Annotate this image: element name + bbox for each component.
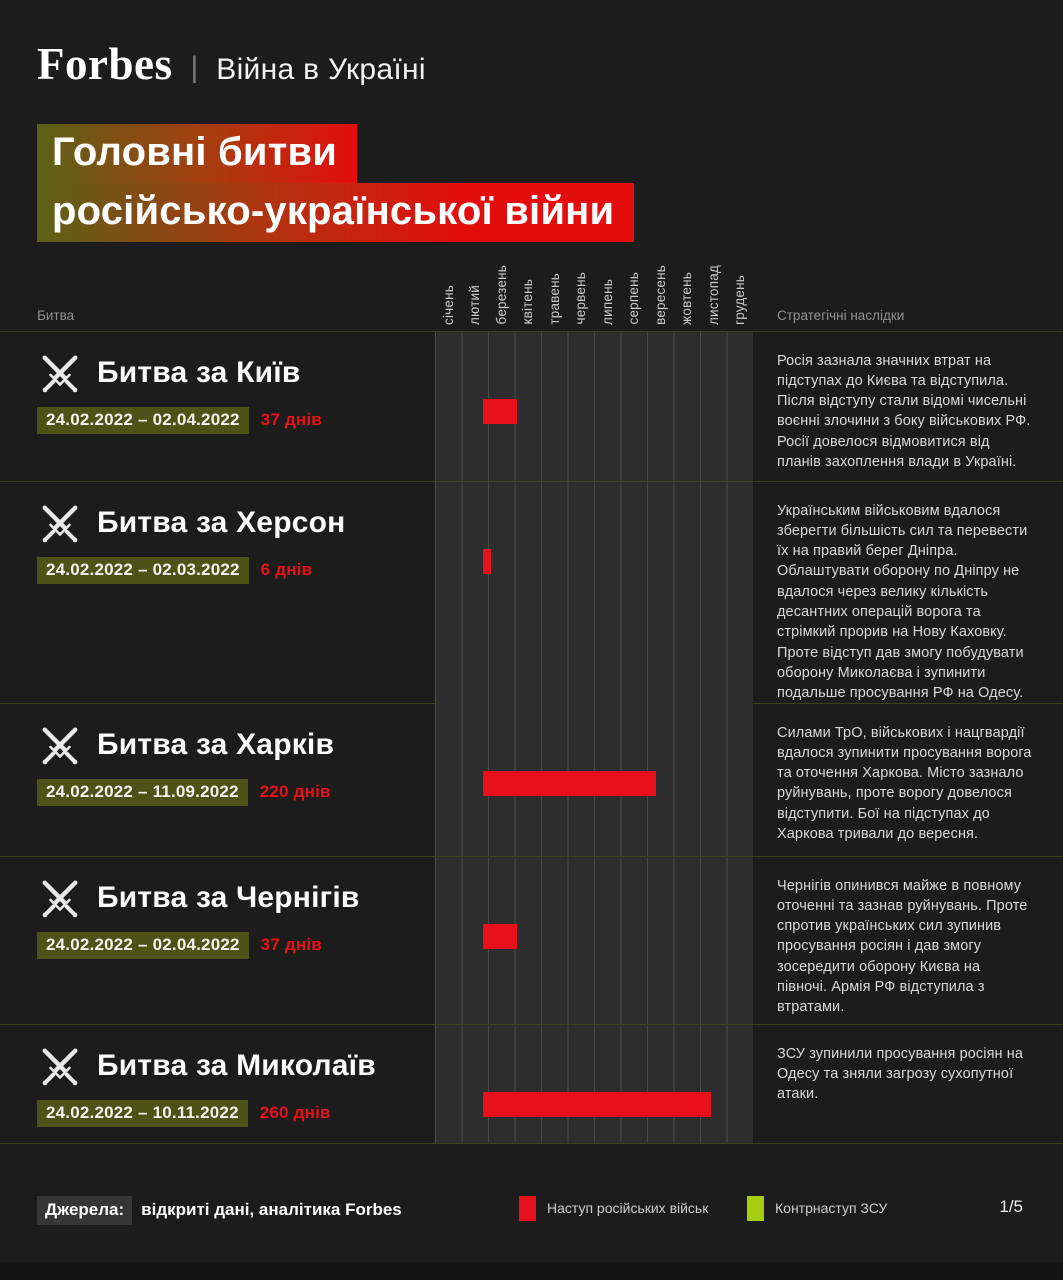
- section-title: Війна в Україні: [216, 53, 426, 86]
- month-label: жовтень: [679, 271, 695, 325]
- battle-info: Битва за Миколаїв 24.02.2022 – 10.11.202…: [0, 1025, 435, 1143]
- brand-divider: |: [190, 51, 199, 84]
- offensive-bar: [483, 923, 518, 949]
- table-row: Битва за Харків 24.02.2022 – 11.09.2022 …: [0, 703, 1063, 857]
- table-row: Битва за Миколаїв 24.02.2022 – 10.11.202…: [0, 1024, 1063, 1144]
- timeline-cell: [435, 703, 753, 856]
- timeline-cell: [435, 481, 753, 704]
- battle-dates-badge: 24.02.2022 – 10.11.2022: [37, 1099, 248, 1127]
- page-title-line-1: Головні битви: [37, 124, 358, 183]
- battle-info: Битва за Київ 24.02.2022 – 02.04.2022 37…: [0, 332, 435, 481]
- battle-duration: 260 днів: [259, 1103, 331, 1123]
- month-label: вересень: [652, 264, 668, 325]
- brand-row: Forbes | Війна в Україні: [37, 38, 1026, 90]
- consequence-text: Чернігів опинився майже в повному оточен…: [777, 877, 1028, 1016]
- battle-dates-badge: 24.02.2022 – 02.04.2022: [37, 406, 249, 434]
- battle-info: Битва за Харків 24.02.2022 – 11.09.2022 …: [0, 704, 435, 856]
- legend-item-russian-offensive: Наступ російських військ: [519, 1195, 709, 1221]
- battle-name: Битва за Київ: [97, 355, 301, 389]
- red-legend-swatch: [519, 1195, 536, 1221]
- sources: Джерела: відкриті дані, аналітика Forbes: [37, 1195, 402, 1225]
- battle-column-header: Битва: [37, 307, 75, 323]
- battle-dates-badge: 24.02.2022 – 11.09.2022: [37, 778, 248, 806]
- offensive-bar: [483, 548, 491, 574]
- offensive-bar: [483, 398, 518, 424]
- legend-label: Наступ російських військ: [547, 1200, 709, 1217]
- page-title-line-2: російсько-української війни: [37, 182, 635, 242]
- month-label: березень: [493, 265, 509, 325]
- consequence-text: ЗСУ зупинили просування росіян на Одесу …: [777, 1045, 1024, 1103]
- crossed-swords-icon: [42, 727, 78, 764]
- crossed-swords-icon: [42, 505, 78, 542]
- bottom-strip: [0, 1262, 1063, 1280]
- battle-duration: 6 днів: [260, 560, 313, 580]
- timeline-cell: [435, 331, 753, 481]
- header: Forbes | Війна в Україні Головні битви р…: [0, 0, 1063, 242]
- battle-info: Битва за Чернігів 24.02.2022 – 02.04.202…: [0, 857, 435, 1024]
- month-label: червень: [573, 272, 589, 325]
- battle-name: Битва за Харків: [97, 727, 335, 761]
- legend-item-ukrainian-counteroffensive: Контрнаступ ЗСУ: [747, 1195, 888, 1221]
- month-label: липень: [599, 278, 615, 325]
- table-header-row: Битва січень лютий березень квітень трав…: [0, 242, 1063, 332]
- battle-duration: 220 днів: [259, 782, 331, 802]
- forbes-logo: Forbes: [37, 39, 173, 89]
- month-label: листопад: [705, 264, 721, 325]
- timeline-cell: [435, 856, 753, 1024]
- consequence-text: Українським військовим вдалося зберегти …: [777, 502, 1028, 702]
- consequence-text: Силами ТрО, військових і нацгвардії вдал…: [777, 724, 1032, 843]
- legend-label: Контрнаступ ЗСУ: [775, 1200, 888, 1217]
- month-label: січень: [440, 284, 456, 325]
- consequence-text: Росія зазнала значних втрат на підступах…: [777, 352, 1031, 471]
- offensive-bar: [483, 770, 657, 796]
- month-label: лютий: [467, 284, 483, 325]
- battle-dates-badge: 24.02.2022 – 02.04.2022: [37, 931, 249, 959]
- sources-label: Джерела:: [37, 1195, 133, 1225]
- battle-name: Битва за Миколаїв: [97, 1048, 376, 1082]
- battle-name: Битва за Чернігів: [97, 880, 360, 914]
- month-label: травень: [546, 272, 562, 325]
- consequences-column-header: Стратегічні наслідки: [777, 307, 905, 323]
- green-legend-swatch: [747, 1195, 764, 1221]
- crossed-swords-icon: [42, 1048, 78, 1085]
- battle-duration: 37 днів: [260, 935, 322, 955]
- crossed-swords-icon: [42, 880, 78, 917]
- page-title: Головні битви російсько-української війн…: [37, 124, 1026, 242]
- table-row: Битва за Київ 24.02.2022 – 02.04.2022 37…: [0, 331, 1063, 482]
- battle-info: Битва за Херсон 24.02.2022 – 02.03.2022 …: [0, 482, 435, 704]
- sources-text: відкриті дані, аналітика Forbes: [141, 1200, 402, 1220]
- offensive-bar: [483, 1091, 712, 1117]
- month-label: грудень: [732, 274, 748, 325]
- month-axis: січень лютий березень квітень травень че…: [435, 242, 753, 331]
- table-row: Битва за Херсон 24.02.2022 – 02.03.2022 …: [0, 481, 1063, 704]
- page-indicator: 1/5: [999, 1196, 1023, 1216]
- battle-duration: 37 днів: [260, 410, 322, 430]
- crossed-swords-icon: [42, 355, 78, 392]
- footer: Джерела: відкриті дані, аналітика Forbes…: [0, 1144, 1063, 1244]
- month-label: серпень: [626, 272, 642, 325]
- battle-dates-badge: 24.02.2022 – 02.03.2022: [37, 556, 249, 584]
- table-row: Битва за Чернігів 24.02.2022 – 02.04.202…: [0, 856, 1063, 1025]
- month-label: квітень: [520, 279, 536, 325]
- timeline-cell: [435, 1024, 753, 1143]
- battle-name: Битва за Херсон: [97, 505, 346, 539]
